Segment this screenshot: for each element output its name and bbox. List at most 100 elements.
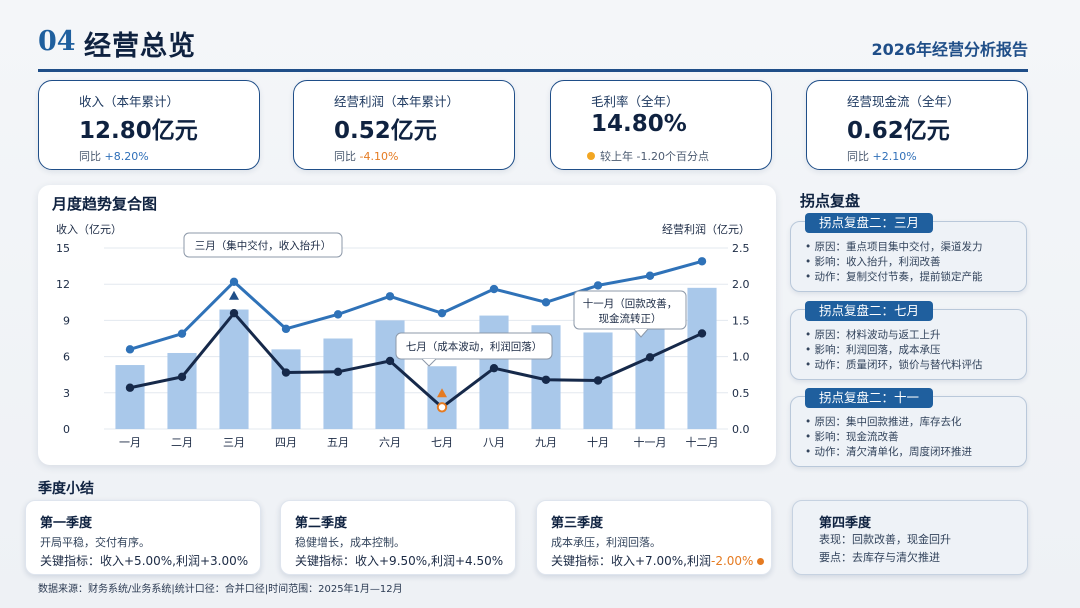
july-low-point bbox=[436, 402, 448, 413]
profit-line-point bbox=[489, 363, 499, 373]
kpi-change: 同比 +2.10% bbox=[847, 148, 917, 164]
profit-line bbox=[129, 311, 703, 409]
kpi-change: 较上年 -1.20个百分点 bbox=[587, 148, 709, 164]
upper-line-point bbox=[697, 257, 707, 266]
profit-line-point bbox=[697, 329, 707, 338]
x-tick-label: 十月 bbox=[587, 435, 609, 449]
callout-box bbox=[395, 332, 553, 360]
highlight-markers bbox=[229, 290, 448, 413]
quarter-card-q2: 第二季度 稳健增长，成本控制。 关键指标：收入+9.50%,利润+4.50% bbox=[280, 500, 516, 575]
callout-text: 七月（成本波动，利润回落） bbox=[406, 340, 543, 353]
upper-line-point bbox=[333, 310, 343, 319]
profit-line-point bbox=[645, 353, 655, 362]
profit-line-point bbox=[593, 376, 603, 385]
callout-text: 现金流转正） bbox=[599, 312, 662, 325]
quarter-section-title: 季度小结 bbox=[38, 481, 94, 497]
page-header: 04 经营总览 2026年经营分析报告 bbox=[38, 22, 1028, 70]
upper-line-point bbox=[229, 277, 239, 286]
profit-line-point bbox=[229, 308, 239, 318]
x-tick-label: 七月 bbox=[431, 436, 453, 449]
list-item: 原因：重点项目集中交付，渠道发力 bbox=[805, 240, 983, 255]
kpi-change: 同比 +8.20% bbox=[79, 148, 149, 164]
y-right-tick-label: 0.5 bbox=[732, 387, 750, 400]
upper-line-point bbox=[593, 281, 603, 290]
upper-line-point bbox=[177, 329, 187, 338]
page-title: 经营总览 bbox=[84, 31, 196, 62]
pivot-list: 原因：重点项目集中交付，渠道发力 影响：收入抬升，利润改善 动作：复制交付节奏，… bbox=[805, 240, 983, 285]
kpi-card-operating-cashflow: 经营现金流（全年） 0.62亿元 同比 +2.10% bbox=[806, 80, 1028, 170]
kpi-change-value: -1.20个百分点 bbox=[636, 150, 709, 163]
trend-lines bbox=[125, 257, 707, 409]
pivot-list: 原因：集中回款推进，库存去化 影响：现金流改善 动作：清欠清单化，周度闭环推进 bbox=[805, 415, 973, 460]
kpi-value: 0.52亿元 bbox=[334, 118, 437, 144]
x-tick-label: 四月 bbox=[275, 436, 297, 449]
revenue-bar bbox=[687, 287, 717, 429]
pivot-tab: 拐点复盘二：七月 bbox=[805, 301, 934, 321]
header-divider bbox=[38, 69, 1028, 72]
kpi-card-operating-profit: 经营利润（本年累计） 0.52亿元 同比 -4.10% bbox=[293, 80, 515, 170]
warning-dot-icon bbox=[587, 152, 595, 160]
callout-pointer bbox=[421, 358, 437, 367]
chart-card: 月度趋势复合图 收入（亿元） 经营利润（亿元） 0 3 6 9 12 15 0.0 0.5 1.… bbox=[38, 185, 776, 465]
quarter-key-metrics: 关键指标：收入+5.00%,利润+3.00% bbox=[40, 554, 249, 568]
profit-line-point bbox=[541, 375, 551, 384]
kpi-label: 毛利率（全年） bbox=[591, 94, 679, 109]
kpi-card-gross-margin: 毛利率（全年） 14.80% 较上年 -1.20个百分点 bbox=[550, 80, 772, 170]
x-tick-label: 九月 bbox=[535, 436, 557, 449]
list-item: 影响：利润回落，成本承压 bbox=[805, 343, 983, 358]
y-left-tick-label: 12 bbox=[56, 278, 70, 291]
quarter-card-q4: 第四季度 表现：回款改善，现金回升 要点：去库存与清欠推进 bbox=[792, 500, 1028, 575]
report-title: 2026年经营分析报告 bbox=[871, 40, 1028, 59]
callout-july: 七月（成本波动，利润回落） bbox=[395, 332, 553, 367]
quarter-name: 第三季度 bbox=[551, 516, 604, 531]
pivot-list: 原因：材料波动与返工上升 影响：利润回落，成本承压 动作：质量闭环，锁价与替代料… bbox=[805, 328, 983, 373]
list-item: 影响：现金流改善 bbox=[805, 430, 972, 445]
kpi-change-label: 同比 bbox=[847, 150, 869, 163]
pivot-card-july: 拐点复盘二：七月 原因：材料波动与返工上升 影响：利润回落，成本承压 动作：质量… bbox=[790, 301, 1027, 380]
kpi-label: 经营现金流（全年） bbox=[847, 94, 960, 109]
x-tick-label: 八月 bbox=[483, 436, 505, 449]
quarter-key-metrics: 关键指标：收入+9.50%,利润+4.50% bbox=[295, 554, 504, 568]
kpi-label: 经营利润（本年累计） bbox=[334, 94, 460, 109]
x-tick-label: 六月 bbox=[379, 436, 401, 449]
list-item: 动作：质量闭环，锁价与替代料评估 bbox=[805, 358, 983, 373]
y-left-tick-label: 15 bbox=[56, 242, 70, 255]
kpi-change: 同比 -4.10% bbox=[334, 148, 398, 164]
upper-line-point bbox=[489, 284, 499, 294]
x-tick-label: 十二月 bbox=[686, 435, 719, 449]
list-item: 原因：集中回款推进，库存去化 bbox=[805, 415, 972, 430]
axis-ticks: 0 3 6 9 12 15 0.0 0.5 1.0 1.5 2.0 2.5 一月 二月 三月 四月 五月 六月 七月… bbox=[56, 242, 750, 449]
y-right-tick-label: 1.5 bbox=[732, 314, 750, 327]
quarter-name: 第二季度 bbox=[295, 516, 348, 531]
left-axis-label: 收入（亿元） bbox=[56, 222, 122, 236]
profit-line-point bbox=[385, 356, 395, 366]
pivot-section-title: 拐点复盘 bbox=[800, 192, 861, 210]
data-source-note: 数据来源：财务系统/业务系统|统计口径：合并口径|时间范围：2025年1月—12… bbox=[38, 584, 403, 595]
quarter-desc: 成本承压，利润回落。 bbox=[551, 536, 661, 549]
quarter-name: 第四季度 bbox=[819, 516, 872, 531]
upper-line-point bbox=[125, 345, 135, 354]
pivot-tab: 拐点复盘二：三月 bbox=[805, 213, 934, 233]
monthly-trend-chart: 收入（亿元） 经营利润（亿元） 0 3 6 9 12 15 0.0 0.5 1.0 1.5 2.0 2… bbox=[56, 222, 750, 449]
quarter-desc: 开局平稳，交付有序。 bbox=[40, 536, 150, 549]
callout-box bbox=[573, 290, 687, 330]
callout-march: 三月（集中交付，收入抬升） bbox=[183, 232, 343, 258]
callout-box bbox=[183, 232, 343, 258]
y-left-tick-label: 0 bbox=[63, 423, 70, 436]
quarter-name: 第一季度 bbox=[40, 516, 93, 531]
upper-line-point bbox=[645, 271, 655, 280]
y-left-tick-label: 3 bbox=[63, 387, 70, 400]
list-item: 动作：清欠清单化，周度闭环推进 bbox=[805, 445, 973, 460]
kpi-value: 14.80% bbox=[591, 111, 687, 137]
kpi-change-label: 较上年 bbox=[600, 150, 633, 163]
kpi-change-value: -4.10% bbox=[359, 150, 399, 163]
x-tick-label: 一月 bbox=[119, 436, 141, 449]
callout-text: 三月（集中交付，收入抬升） bbox=[195, 239, 332, 252]
callout-pointer bbox=[633, 328, 649, 338]
y-right-tick-label: 2.5 bbox=[732, 242, 750, 255]
upper-line-point bbox=[385, 292, 395, 301]
list-item: 原因：材料波动与返工上升 bbox=[805, 328, 983, 343]
x-tick-label: 十一月 bbox=[634, 435, 667, 449]
revenue-bar bbox=[115, 365, 145, 429]
y-right-tick-label: 1.0 bbox=[732, 351, 750, 364]
